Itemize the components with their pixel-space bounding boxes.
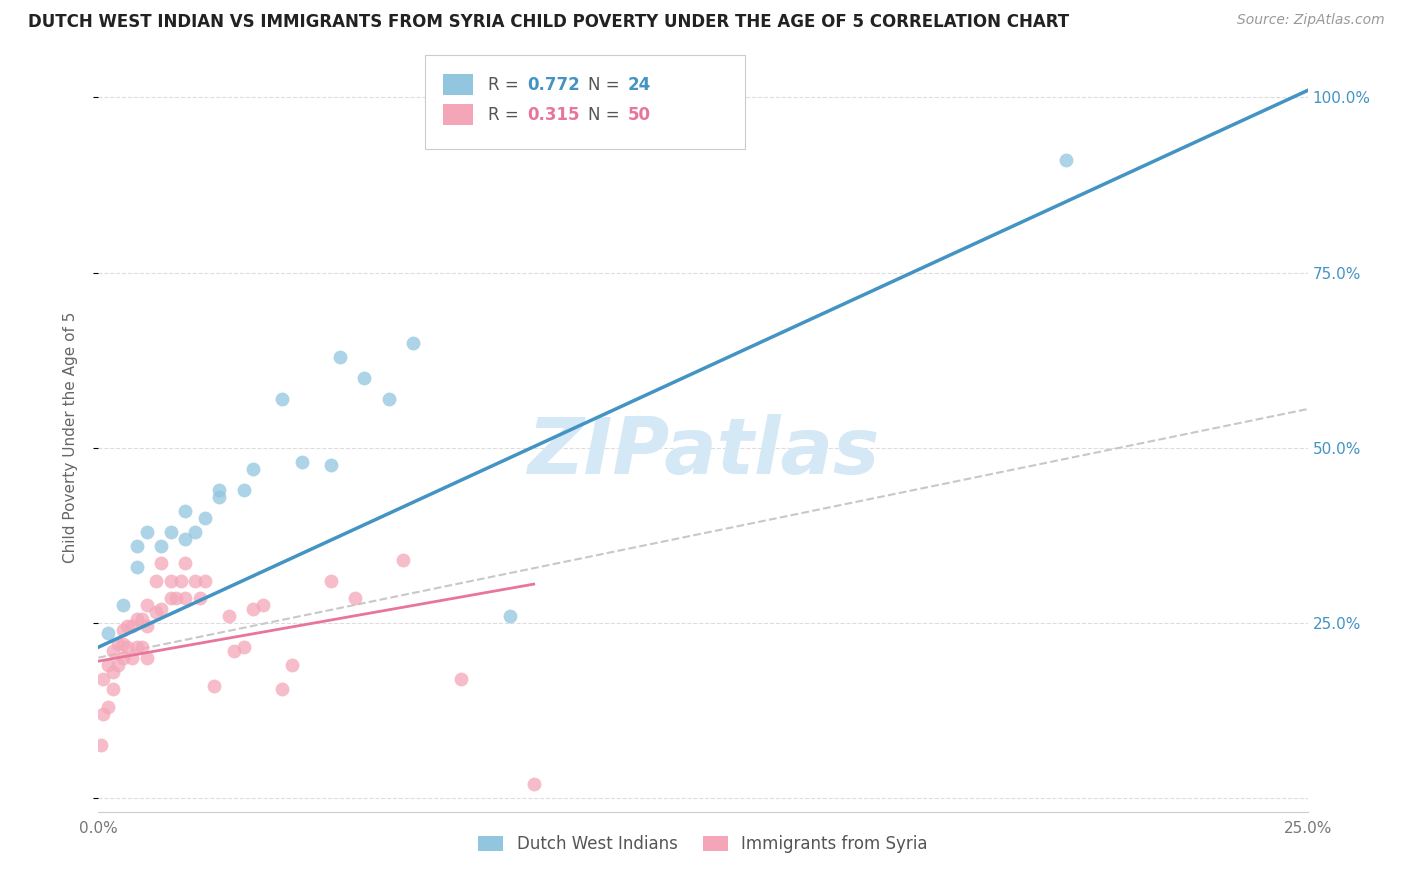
Point: [135, 524, 157, 539]
Point: [232, 483, 254, 497]
Point: [107, 657, 129, 672]
Point: [121, 619, 143, 633]
Point: [131, 640, 153, 655]
Point: [174, 532, 197, 546]
Point: [91, 672, 114, 686]
Text: Source: ZipAtlas.com: Source: ZipAtlas.com: [1237, 13, 1385, 28]
Point: [271, 392, 294, 406]
Point: [150, 556, 173, 570]
Point: [329, 350, 352, 364]
Point: [150, 539, 173, 553]
Point: [174, 503, 197, 517]
Text: 0.772: 0.772: [527, 76, 581, 94]
Point: [107, 637, 129, 651]
Point: [97, 657, 120, 672]
Point: [208, 483, 231, 497]
Point: [111, 623, 134, 637]
Point: [127, 612, 149, 626]
Point: [290, 454, 312, 468]
Point: [97, 626, 120, 640]
Point: [174, 556, 197, 570]
Point: [392, 552, 415, 566]
Text: 24: 24: [628, 76, 651, 94]
Point: [127, 640, 149, 655]
Point: [353, 370, 375, 384]
Point: [111, 598, 134, 612]
Point: [174, 591, 197, 606]
Point: [218, 608, 240, 623]
Point: [208, 490, 231, 504]
Point: [402, 335, 425, 350]
Point: [343, 591, 366, 606]
Point: [121, 650, 143, 665]
Point: [160, 574, 183, 588]
Point: [101, 643, 124, 657]
Text: ZIPatlas: ZIPatlas: [527, 414, 879, 490]
Point: [319, 574, 342, 588]
Point: [131, 612, 153, 626]
Point: [127, 559, 149, 574]
Point: [498, 608, 520, 623]
Point: [222, 643, 245, 657]
Legend: Dutch West Indians, Immigrants from Syria: Dutch West Indians, Immigrants from Syri…: [472, 829, 934, 860]
Text: R =: R =: [488, 106, 524, 124]
Text: R =: R =: [488, 76, 524, 94]
Point: [150, 601, 173, 615]
Point: [117, 619, 139, 633]
Text: 50: 50: [628, 106, 651, 124]
Text: 0.315: 0.315: [527, 106, 581, 124]
Point: [101, 665, 124, 679]
Point: [252, 598, 274, 612]
Point: [523, 777, 546, 791]
Y-axis label: Child Poverty Under the Age of 5: Child Poverty Under the Age of 5: [63, 311, 77, 563]
Point: [145, 574, 167, 588]
Point: [194, 574, 217, 588]
Text: N =: N =: [588, 106, 626, 124]
Point: [135, 619, 157, 633]
Point: [232, 640, 254, 655]
Point: [117, 640, 139, 655]
Point: [281, 657, 304, 672]
Point: [271, 682, 294, 697]
Point: [184, 524, 207, 539]
Point: [1054, 153, 1077, 168]
Point: [91, 706, 114, 721]
Point: [145, 605, 167, 619]
Point: [97, 699, 120, 714]
Point: [242, 601, 264, 615]
Text: DUTCH WEST INDIAN VS IMMIGRANTS FROM SYRIA CHILD POVERTY UNDER THE AGE OF 5 CORR: DUTCH WEST INDIAN VS IMMIGRANTS FROM SYR…: [28, 13, 1069, 31]
Point: [111, 650, 134, 665]
Point: [127, 539, 149, 553]
Point: [101, 682, 124, 697]
Point: [204, 679, 226, 693]
FancyBboxPatch shape: [425, 55, 745, 149]
Point: [160, 591, 183, 606]
Point: [377, 392, 399, 406]
FancyBboxPatch shape: [443, 74, 474, 95]
FancyBboxPatch shape: [443, 104, 474, 126]
Point: [160, 524, 183, 539]
Point: [242, 461, 264, 475]
Point: [194, 510, 217, 524]
Point: [135, 650, 157, 665]
Point: [90, 738, 112, 752]
Point: [111, 637, 134, 651]
Point: [450, 672, 472, 686]
Point: [184, 574, 207, 588]
Point: [319, 458, 342, 472]
Point: [188, 591, 211, 606]
Text: N =: N =: [588, 76, 626, 94]
Point: [135, 598, 157, 612]
Point: [169, 574, 191, 588]
Point: [165, 591, 187, 606]
